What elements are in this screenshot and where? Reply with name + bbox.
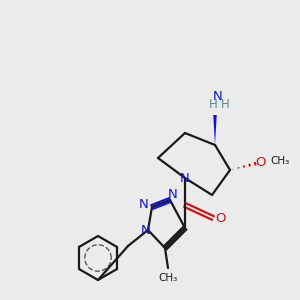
Text: N: N	[180, 172, 190, 184]
Text: H: H	[208, 98, 217, 112]
Text: N: N	[139, 199, 149, 212]
Polygon shape	[213, 115, 217, 145]
Text: O: O	[215, 212, 225, 224]
Text: H: H	[220, 98, 230, 112]
Text: O: O	[256, 157, 266, 169]
Text: CH₃: CH₃	[270, 156, 290, 166]
Text: N: N	[141, 224, 151, 236]
Text: N: N	[213, 91, 223, 103]
Text: N: N	[168, 188, 178, 202]
Text: CH₃: CH₃	[158, 273, 178, 283]
